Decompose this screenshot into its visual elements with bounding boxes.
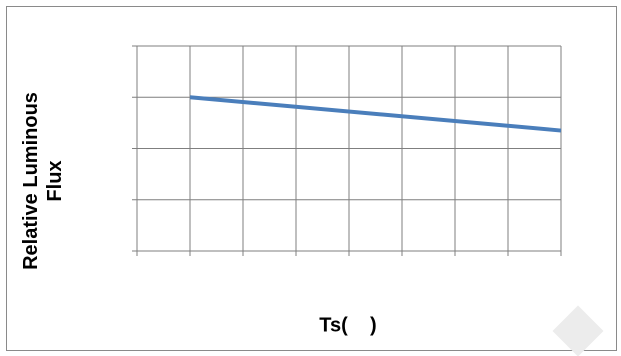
- y-axis-label-line2: Flux: [43, 92, 67, 270]
- chart-plot: [0, 0, 621, 343]
- y-axis-label-line1: Relative Luminous: [19, 92, 43, 270]
- grid-layer: [132, 46, 561, 256]
- series-line: [190, 97, 561, 130]
- y-axis-label: Relative Luminous Flux: [19, 92, 67, 270]
- x-axis-label: Ts( ): [319, 315, 376, 338]
- series-layer: [190, 97, 561, 130]
